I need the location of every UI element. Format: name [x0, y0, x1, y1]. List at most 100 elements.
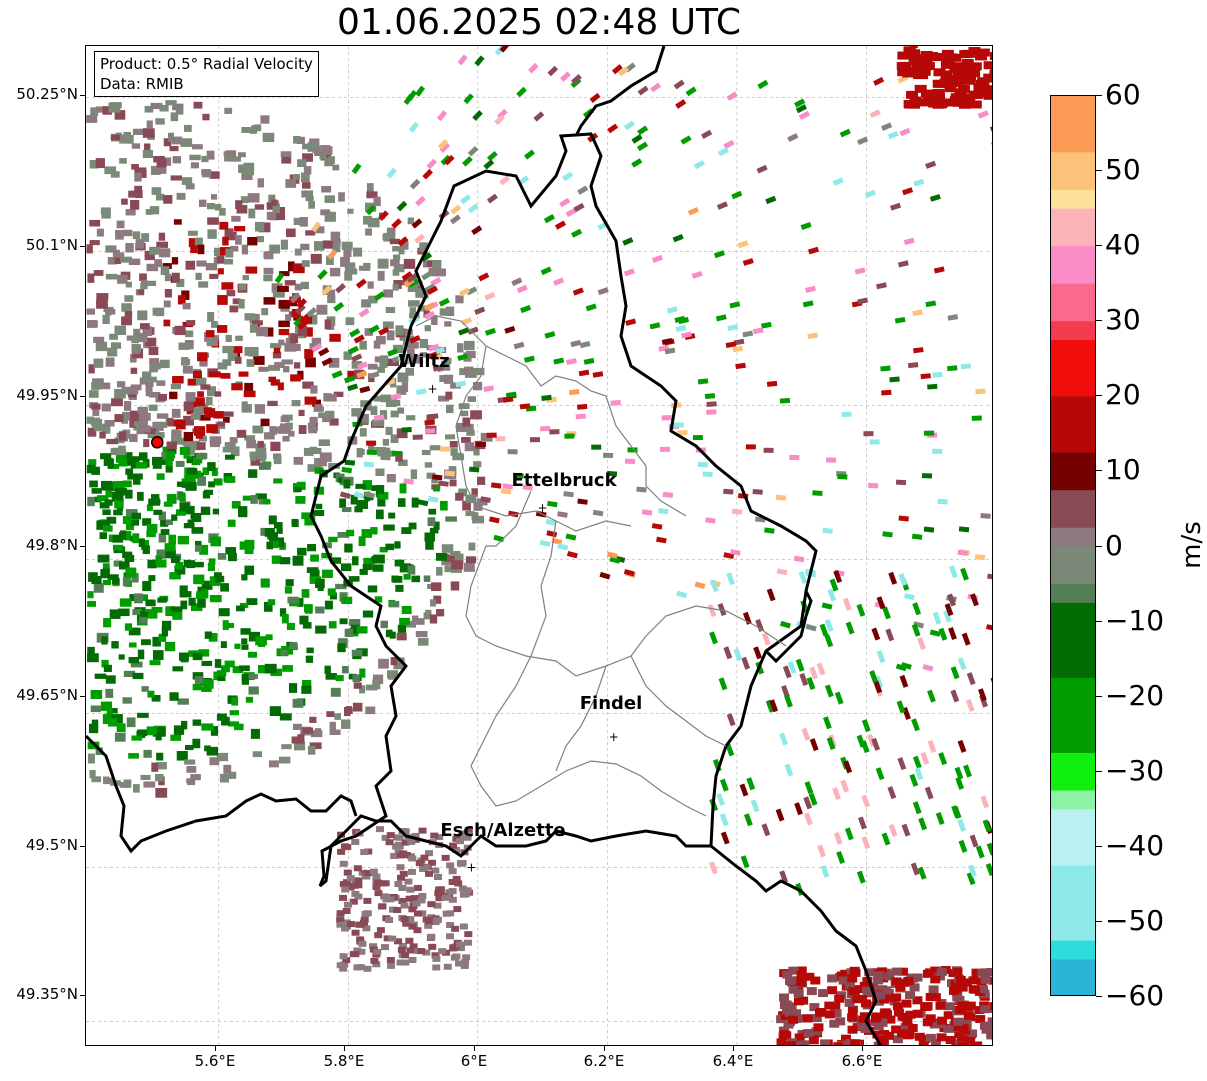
- echo-cell: [950, 666, 960, 680]
- echo-cell: [677, 430, 688, 436]
- echo-cell: [975, 1015, 986, 1024]
- echo-cell: [421, 270, 433, 281]
- echo-cell: [417, 948, 426, 955]
- echo-cell: [439, 142, 451, 153]
- echo-cell: [394, 559, 405, 567]
- echo-cell: [367, 585, 378, 593]
- echo-cell: [369, 943, 378, 950]
- echo-cell: [398, 246, 405, 255]
- echo-cell: [968, 976, 979, 985]
- echo-cell: [839, 128, 851, 138]
- echo-cell: [881, 986, 892, 995]
- echo-cell: [192, 370, 202, 379]
- echo-cell: [185, 330, 194, 338]
- echo-cell: [200, 384, 211, 390]
- echo-cell: [990, 1024, 992, 1033]
- echo-cell: [401, 271, 413, 282]
- colorbar-segment: [1051, 752, 1095, 773]
- echo-cell: [901, 999, 912, 1008]
- echo-cell: [793, 989, 804, 998]
- echo-cell: [829, 1019, 840, 1028]
- colorbar-tick: [1096, 470, 1102, 472]
- echo-cell: [365, 228, 372, 236]
- echo-cell: [107, 256, 117, 265]
- echo-cell: [292, 555, 304, 566]
- echo-cell: [156, 413, 169, 419]
- echo-cell: [157, 597, 167, 603]
- echo-cell: [293, 135, 301, 144]
- echo-cell: [105, 357, 115, 367]
- echo-cell: [108, 308, 116, 315]
- echo-cell: [409, 307, 417, 317]
- map-canvas[interactable]: ++++: [86, 46, 993, 1046]
- echo-cell: [169, 391, 178, 400]
- echo-cell: [428, 859, 437, 866]
- colorbar-segment: [1051, 828, 1095, 848]
- echo-cell: [238, 506, 248, 516]
- echo-cell: [473, 461, 482, 468]
- echo-cell: [99, 532, 107, 540]
- echo-cell: [86, 244, 93, 254]
- echo-cell: [137, 712, 149, 718]
- echo-cell: [897, 260, 909, 268]
- echo-cell: [202, 113, 210, 121]
- echo-cell: [812, 490, 823, 497]
- echo-cell: [460, 962, 469, 969]
- echo-cell: [969, 62, 982, 71]
- echo-cell: [716, 792, 725, 806]
- echo-cell: [130, 519, 140, 526]
- echo-cell: [131, 512, 142, 520]
- echo-cell: [139, 273, 147, 282]
- lon-label: 5.8°E: [323, 1052, 365, 1070]
- echo-cell: [376, 927, 385, 934]
- echo-cell: [324, 319, 331, 330]
- colorbar-segment: [1051, 114, 1095, 135]
- echo-cell: [409, 335, 421, 344]
- echo-cell: [252, 320, 263, 326]
- echo-cell: [411, 497, 419, 508]
- echo-cell: [186, 778, 194, 784]
- colorbar-segment: [1051, 696, 1095, 717]
- city-markers: ++++: [427, 382, 618, 874]
- echo-cell: [297, 159, 307, 168]
- echo-cell: [464, 366, 474, 374]
- echo-cell: [919, 98, 932, 107]
- echo-cell: [798, 996, 809, 1005]
- echo-cell: [130, 199, 140, 210]
- echo-cell: [314, 467, 324, 474]
- echo-cell: [224, 442, 232, 448]
- echo-cell: [88, 723, 99, 734]
- echo-cell: [244, 565, 255, 575]
- colorbar-segment: [1051, 171, 1095, 191]
- echo-cell: [841, 1034, 852, 1043]
- echo-cell: [974, 1006, 985, 1015]
- echo-cell: [334, 713, 342, 720]
- echo-cell: [957, 657, 967, 671]
- echo-cell: [833, 831, 843, 845]
- echo-cell: [241, 638, 248, 645]
- echo-cell: [275, 211, 286, 221]
- echo-cell: [326, 316, 336, 326]
- echo-cell: [380, 394, 391, 403]
- city-label-ettelbruck: Ettelbruck: [511, 470, 617, 491]
- echo-cell: [417, 897, 426, 904]
- echo-cell: [460, 959, 469, 966]
- lat-tick: [80, 995, 85, 996]
- echo-cell: [807, 332, 819, 340]
- echo-cell: [990, 676, 992, 690]
- echo-cell: [176, 751, 188, 761]
- echo-cell: [719, 813, 729, 827]
- echo-cell: [401, 839, 410, 846]
- radar-map[interactable]: + + + +: [85, 45, 993, 1046]
- echo-cell: [208, 558, 216, 565]
- echo-cell: [396, 959, 405, 966]
- echo-cell: [197, 352, 208, 362]
- echo-cell: [691, 270, 703, 279]
- echo-cell: [103, 664, 112, 673]
- echo-cell: [457, 353, 469, 362]
- echo-cell: [187, 467, 198, 475]
- echo-cell: [113, 560, 123, 567]
- echo-cell: [909, 983, 920, 992]
- echo-cell: [432, 964, 441, 971]
- echo-cell: [833, 1042, 844, 1045]
